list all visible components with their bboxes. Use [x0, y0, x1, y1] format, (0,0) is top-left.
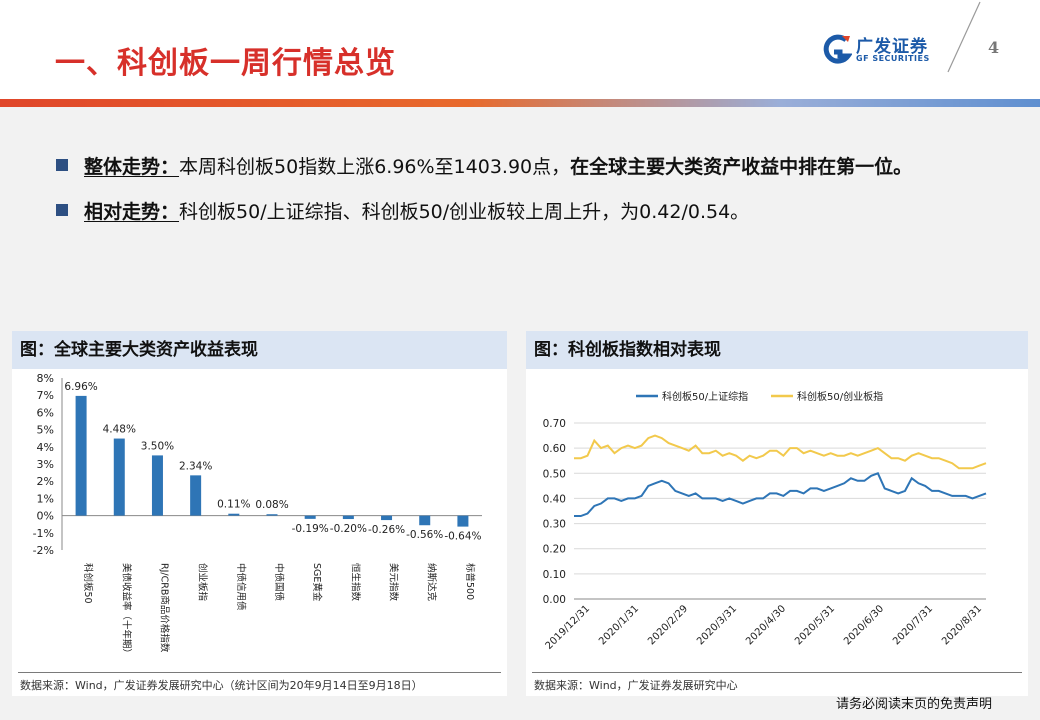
x-tick-label: 2020/1/31 — [597, 603, 641, 647]
bar — [342, 515, 354, 520]
page-number: 4 — [988, 38, 1000, 57]
bar — [113, 438, 125, 516]
x-tick-label: 2020/8/31 — [940, 603, 984, 647]
y-tick-label: 1% — [37, 492, 54, 505]
x-tick-label: 中债国债 — [273, 563, 285, 602]
bullet-label: 整体走势： — [84, 156, 180, 178]
y-tick-label: 0% — [37, 510, 54, 523]
y-tick-label: -2% — [33, 544, 54, 557]
star-index-relative-panel: 图：科创板指数相对表现 0.70 0.60 0.50 0.40 0.30 0.20 0.10… — [526, 331, 1028, 696]
bar — [190, 475, 202, 516]
bar — [457, 515, 469, 527]
bar-value-label: 0.11% — [217, 499, 250, 511]
source-note: 数据来源：Wind，广发证券发展研究中心（统计区间为20年9月14日至9月18日… — [20, 679, 423, 692]
x-tick-label: 标普500 — [464, 563, 476, 600]
page-title: 一、科创板一周行情总览 — [55, 46, 396, 81]
x-tick-label: 纳斯达克 — [426, 563, 438, 602]
bar-value-label: -0.26% — [368, 524, 405, 536]
asset-returns-bar-chart: 8% 7% 6% 5% 4% 3% 2% 1% 0% -1% -2% 6.96% 科创板50 4.48% 美… — [33, 372, 482, 658]
x-tick-label: 2020/3/31 — [695, 603, 739, 647]
x-tick-label: 2020/7/31 — [891, 603, 935, 647]
source-divider — [532, 672, 1022, 673]
y-tick-label: -1% — [33, 527, 54, 540]
x-tick-label: 创业板指 — [197, 563, 209, 602]
content-area: 整体走势：本周科创板50指数上涨6.96%至1403.90点，在全球主要大类资产… — [0, 107, 1040, 720]
bar-value-label: 0.08% — [255, 499, 288, 511]
logo-text-cn: 广发证券 — [856, 37, 928, 57]
panel-heading: 图：科创板指数相对表现 — [526, 331, 1028, 369]
y-tick-label: 7% — [37, 389, 54, 402]
y-tick-label: 4% — [37, 441, 54, 454]
series-line — [574, 434, 987, 470]
x-tick-label: 2020/5/31 — [793, 603, 837, 647]
x-tick-label: 恒生指数 — [349, 563, 361, 602]
bar-value-label: 6.96% — [64, 381, 97, 393]
source-divider — [18, 672, 501, 673]
x-tick-label: 科创板50 — [82, 563, 94, 604]
bar-value-label: 2.34% — [179, 460, 212, 472]
bar — [266, 514, 278, 516]
gf-securities-logo: 广发证券 GF SECURITIES — [822, 34, 952, 68]
series-line — [574, 472, 987, 517]
bar-value-label: -0.64% — [444, 531, 481, 543]
bar-value-label: -0.20% — [330, 523, 367, 535]
bullet-text: 科创板50/上证综指、科创板50/创业板较上周上升，为0.42/0.54。 — [179, 201, 750, 223]
y-tick-label: 6% — [37, 406, 54, 419]
bullet-label: 相对走势： — [84, 201, 180, 223]
bar — [75, 395, 87, 516]
y-tick-label: 0.30 — [543, 519, 566, 531]
logo-mark-icon — [823, 34, 852, 64]
bullet-square-icon — [56, 204, 68, 216]
header-divider-bar — [0, 99, 1040, 107]
y-tick-label: 0.40 — [543, 493, 566, 505]
y-tick-label: 0.70 — [543, 418, 566, 430]
bar — [151, 455, 163, 516]
y-tick-label: 3% — [37, 458, 54, 471]
legend-label: 科创板50/上证综指 — [662, 390, 748, 403]
bullet-relative-trend: 相对走势：科创板50/上证综指、科创板50/创业板较上周上升，为0.42/0.5… — [56, 197, 749, 224]
y-tick-label: 0.20 — [543, 544, 566, 556]
y-tick-label: 2% — [37, 475, 54, 488]
disclaimer-note: 请务必阅读末页的免责声明 — [836, 697, 993, 712]
bar-value-label: 3.50% — [141, 440, 174, 452]
x-tick-label: 2020/2/29 — [646, 603, 690, 647]
y-tick-label: 0.10 — [543, 569, 566, 581]
y-tick-label: 5% — [37, 424, 54, 437]
x-tick-label: 2019/12/31 — [544, 603, 593, 652]
bar-value-label: -0.56% — [406, 529, 443, 541]
panel-heading: 图：全球主要大类资产收益表现 — [12, 331, 507, 369]
y-tick-label: 8% — [37, 372, 54, 385]
asset-returns-panel: 图：全球主要大类资产收益表现 8% 7% 6% 5% 4% 3% 2% 1% 0% -1% -2% 6… — [12, 331, 507, 696]
x-tick-label: SGE黄金 — [311, 563, 323, 602]
x-tick-label: 2020/6/30 — [842, 603, 886, 647]
star-index-relative-line-chart: 0.70 0.60 0.50 0.40 0.30 0.20 0.10 0.00 科创板50/上证… — [543, 390, 987, 652]
y-tick-label: 0.50 — [543, 468, 566, 480]
bar — [381, 515, 393, 521]
bar — [419, 515, 431, 526]
bullet-square-icon — [56, 159, 68, 171]
y-tick-label: 0.00 — [543, 594, 566, 606]
legend-label: 科创板50/创业板指 — [797, 390, 883, 403]
logo-text-en: GF SECURITIES — [856, 54, 930, 63]
x-tick-label: 美元指数 — [388, 563, 400, 602]
x-tick-label: 2020/4/30 — [744, 603, 788, 647]
bar — [304, 515, 316, 519]
bullet-text: 本周科创板50指数上涨6.96%至1403.90点， — [179, 156, 571, 178]
x-tick-label: RJ/CRB商品价格指数 — [158, 563, 170, 653]
source-note: 数据来源：Wind，广发证券发展研究中心 — [534, 679, 738, 692]
bar-value-label: 4.48% — [103, 424, 136, 436]
y-tick-label: 0.60 — [543, 443, 566, 455]
x-tick-label: 美债收益率（十年期） — [120, 563, 132, 658]
bar — [228, 513, 240, 516]
x-tick-label: 中债信用债 — [235, 563, 247, 611]
divider-slash — [947, 1, 981, 73]
bullet-bold-text: 在全球主要大类资产收益中排在第一位。 — [570, 156, 913, 178]
bullet-overall-trend: 整体走势：本周科创板50指数上涨6.96%至1403.90点，在全球主要大类资产… — [56, 152, 912, 179]
bar-value-label: -0.19% — [292, 523, 329, 535]
